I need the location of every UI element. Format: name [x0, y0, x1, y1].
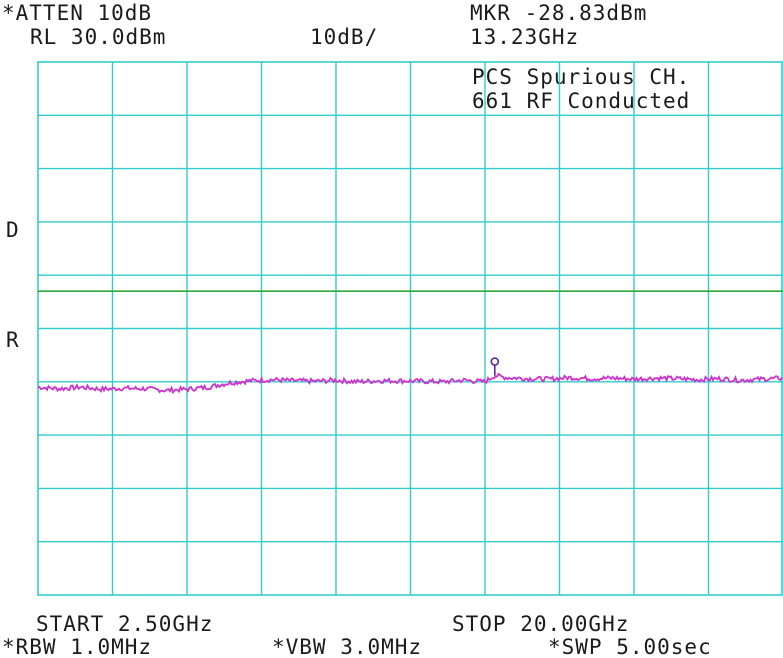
- marker-point: [490, 357, 500, 366]
- marker-frequency-label: 13.23GHz: [470, 25, 579, 49]
- marker-amplitude-label: MKR -28.83dBm: [470, 1, 647, 25]
- atten-label: *ATTEN 10dB: [2, 1, 152, 25]
- spectrum-trace: [37, 372, 783, 395]
- r-side-label: R: [6, 328, 20, 352]
- graticule: [37, 61, 783, 596]
- start-frequency-label: START 2.50GHz: [36, 612, 213, 636]
- note-line-1: PCS Spurious CH.: [472, 65, 690, 89]
- marker: [490, 357, 500, 376]
- d-side-label: D: [6, 218, 20, 242]
- ref-level-label: RL 30.0dBm: [30, 25, 166, 49]
- sweep-time-label: *SWP 5.00sec: [548, 635, 712, 658]
- stop-frequency-label: STOP 20.00GHz: [452, 612, 629, 636]
- vbw-label: *VBW 3.0MHz: [272, 635, 422, 658]
- note-line-2: 661 RF Conducted: [472, 89, 690, 113]
- rbw-label: *RBW 1.0MHz: [2, 635, 152, 658]
- scale-label: 10dB/: [310, 25, 378, 49]
